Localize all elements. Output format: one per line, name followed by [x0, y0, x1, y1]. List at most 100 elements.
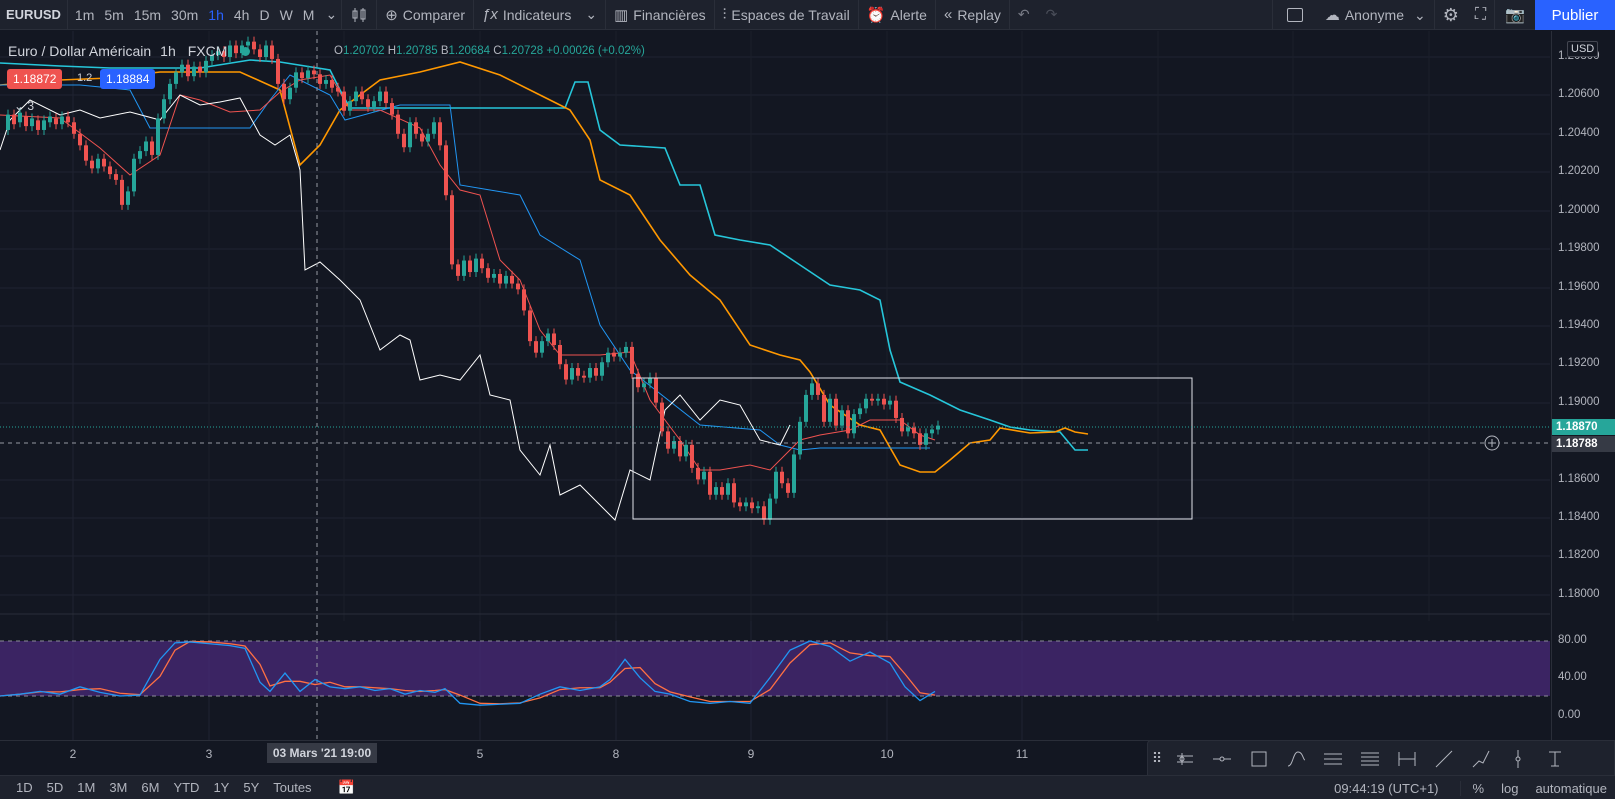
candle-body [462, 260, 466, 276]
candle-body [414, 122, 418, 134]
candle-body [204, 60, 208, 73]
compare-button[interactable]: ⊕ Comparer [377, 0, 473, 30]
percent-toggle[interactable]: % [1459, 780, 1492, 796]
bar-chart-icon: ▥ [614, 6, 629, 24]
candle-body [144, 141, 148, 152]
settings-button[interactable]: ⚙ [1435, 0, 1467, 30]
undo-button[interactable]: ↶ [1010, 0, 1038, 30]
info-line-tool-button[interactable] [1166, 741, 1203, 777]
rectangle-tool-button[interactable] [1240, 741, 1277, 777]
rewind-icon: « [943, 6, 953, 23]
candle-body [732, 483, 736, 503]
alert-button[interactable]: ⏰ Alerte [859, 0, 935, 30]
user-menu[interactable]: ☁ Anonyme ⌄ [1317, 0, 1434, 30]
time-tick-label: 5 [476, 747, 484, 761]
chevron-down-icon[interactable]: ⌄ [325, 6, 338, 22]
timeframe-5m[interactable]: 5m [104, 6, 124, 23]
range-ytd[interactable]: YTD [173, 780, 200, 795]
price-tick-label: 1.19400 [1558, 319, 1600, 331]
go-to-date-button[interactable]: 📅 [331, 779, 362, 796]
candle-body [264, 45, 268, 57]
anchored-text-tool-button[interactable] [1536, 741, 1573, 777]
clock[interactable]: 09:44:19 (UTC+1) [1334, 780, 1439, 796]
timeframe-15m[interactable]: 15m [133, 6, 162, 23]
stochastic-k-line [0, 640, 936, 706]
publish-button[interactable]: Publier [1535, 0, 1615, 30]
candle-body [894, 400, 898, 418]
redo-button[interactable]: ↷ [1038, 0, 1066, 30]
snapshot-button[interactable]: 📷 [1495, 0, 1535, 30]
candle-body [816, 383, 820, 395]
timeframe-1m[interactable]: 1m [74, 6, 95, 23]
workspaces-button[interactable]: ⫶ Espaces de Travail [715, 0, 858, 30]
financials-button[interactable]: ▥ Financières [606, 0, 714, 30]
candle-body [684, 444, 688, 457]
layout-icon: ⫶ [722, 6, 727, 23]
path-tool-button[interactable] [1277, 741, 1314, 777]
range-toutes[interactable]: Toutes [273, 780, 312, 795]
range-5y[interactable]: 5Y [243, 780, 260, 795]
trend-line-icon [1435, 750, 1452, 767]
timeframe-D[interactable]: D [259, 6, 270, 23]
date-price-range-tool-button[interactable] [1388, 741, 1425, 777]
price-tick-label: 1.20600 [1558, 88, 1600, 100]
candle-body [156, 118, 160, 155]
layout-toggle-button[interactable] [1273, 0, 1317, 30]
candle-body [630, 346, 634, 374]
fullscreen-button[interactable]: ⛶ [1467, 0, 1494, 30]
timeframe-M[interactable]: M [302, 6, 315, 23]
vertical-line-tool-button[interactable] [1499, 741, 1536, 777]
timeframe-1h[interactable]: 1h [208, 6, 224, 23]
trend-line-tool-button[interactable] [1425, 741, 1462, 777]
candle-body [702, 471, 706, 480]
log-toggle[interactable]: log [1501, 780, 1519, 796]
candle-body [672, 441, 676, 449]
indicators-button[interactable]: ƒx Indicateurs ⌄ [474, 0, 605, 30]
candle-body [138, 151, 142, 159]
drag-handle-icon[interactable]: ⠿ [1151, 750, 1163, 766]
candle-body [522, 289, 526, 311]
candle-body [246, 41, 250, 46]
candle-body [804, 394, 808, 422]
timeframe-30m[interactable]: 30m [171, 6, 199, 23]
fib-retracement-tool-button[interactable] [1351, 741, 1388, 777]
timeframe-W[interactable]: W [279, 6, 293, 23]
symbol-title[interactable]: Euro / Dollar Américain [8, 43, 152, 59]
range-1y[interactable]: 1Y [213, 780, 230, 795]
polyline-tool-button[interactable] [1462, 741, 1499, 777]
parallel-channel-tool-button[interactable] [1314, 741, 1351, 777]
range-3m[interactable]: 3M [109, 780, 128, 795]
divider [713, 0, 715, 30]
range-1m[interactable]: 1M [77, 780, 96, 795]
oscillator-tick-label: 0.00 [1558, 709, 1581, 721]
range-6m[interactable]: 6M [141, 780, 160, 795]
symbol-search[interactable]: EURUSD [6, 7, 61, 22]
bottom-bar: 1D 5D 1M 3M 6M YTD 1Y 5Y Toutes 📅 09:44:19 (UTC+… [0, 775, 1615, 799]
redo-icon: ↷ [1045, 6, 1058, 22]
square-icon [1286, 8, 1303, 22]
candle-body [798, 421, 802, 455]
candle-body [438, 122, 442, 146]
currency-label[interactable]: USD [1567, 41, 1599, 57]
range-1d[interactable]: 1D [16, 780, 33, 795]
indicators-collapse-toggle[interactable]: ⌄ 3 [14, 99, 34, 113]
horizontal-ray-icon [1212, 756, 1231, 761]
high-value: 1.20785 [396, 45, 438, 57]
candle-body [576, 368, 580, 376]
stochastic-band [0, 641, 1550, 696]
buy-button[interactable]: 1.18884 [100, 69, 156, 89]
candles-chart-type-button[interactable] [342, 0, 376, 30]
open-label: O [334, 45, 343, 57]
alarm-clock-icon: ⏰ [866, 6, 886, 24]
price-chart[interactable] [0, 31, 1550, 740]
horizontal-ray-tool-button[interactable] [1203, 741, 1240, 777]
auto-scale-toggle[interactable]: automatique [1535, 780, 1607, 796]
replay-button[interactable]: «Replay [936, 0, 1009, 30]
sell-button[interactable]: 1.18872 [7, 69, 63, 89]
range-5d[interactable]: 5D [46, 780, 64, 795]
drawn-rectangle [632, 377, 1193, 520]
candle-body [780, 471, 784, 484]
price-axis[interactable]: 1.208001.206001.204001.202001.200001.198… [1551, 31, 1615, 740]
divider [857, 0, 859, 30]
timeframe-4h[interactable]: 4h [233, 6, 250, 23]
